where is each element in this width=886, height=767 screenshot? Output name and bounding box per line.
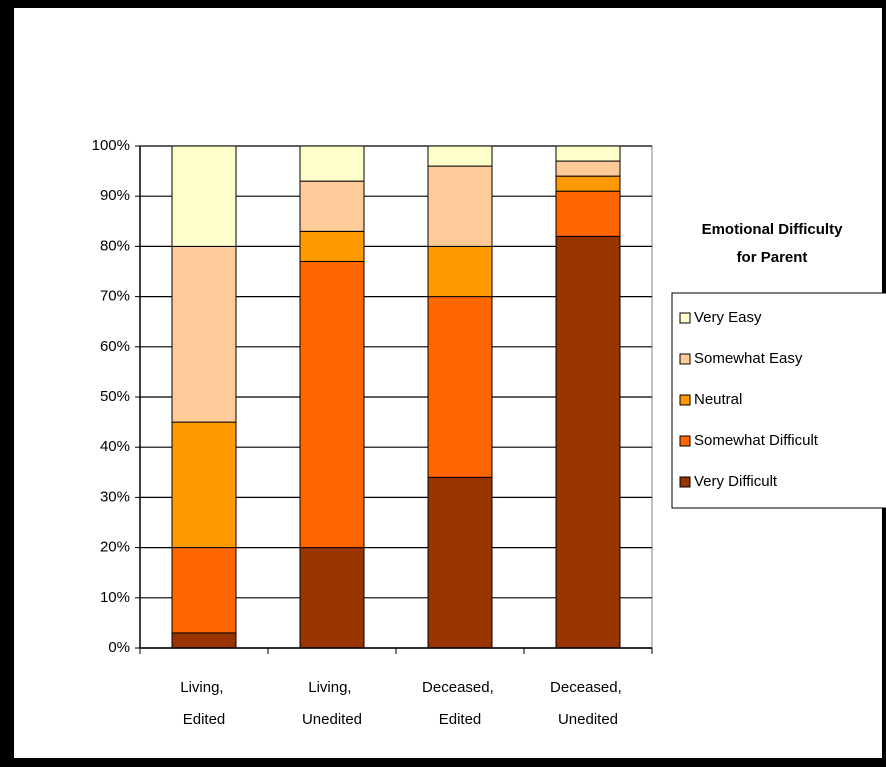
legend-swatch [679, 394, 691, 406]
x-tick-label: Living, Edited [180, 679, 228, 728]
legend-label: Very Difficult [694, 473, 778, 490]
y-tick-label: 0% [108, 639, 130, 656]
bar-segment [427, 245, 493, 298]
x-tick-label: Living, Unedited [302, 679, 362, 728]
bar-segment [299, 230, 365, 262]
y-tick-label: 70% [100, 288, 130, 305]
y-tick-label: 80% [100, 237, 130, 254]
bar-segment [427, 165, 493, 247]
y-tick-label: 60% [100, 338, 130, 355]
y-tick-label: 20% [100, 539, 130, 556]
bar-segment [299, 180, 365, 232]
x-tick-label: Deceased, Edited [422, 679, 498, 728]
legend-swatch [679, 435, 691, 447]
legend-swatch [679, 353, 691, 365]
legend-label: Somewhat Easy [694, 350, 803, 367]
y-tick-label: 90% [100, 187, 130, 204]
bar-segment [427, 476, 493, 649]
bar-segment [171, 145, 237, 247]
y-tick-label: 100% [92, 137, 130, 154]
legend-swatch [679, 476, 691, 488]
legend-box [671, 292, 886, 509]
x-tick-label: Deceased, Unedited [550, 679, 626, 728]
bar-segment [171, 632, 237, 649]
y-tick-label: 50% [100, 388, 130, 405]
legend-title: for Parent [737, 249, 808, 266]
bar-segment [427, 145, 493, 167]
bar-segment [555, 145, 621, 162]
y-tick-label: 30% [100, 488, 130, 505]
legend-title: Emotional Difficulty [702, 221, 843, 238]
bar-segment [555, 175, 621, 192]
bar-segment [171, 421, 237, 549]
bar-segment [171, 245, 237, 423]
legend-label: Very Easy [694, 309, 762, 326]
bar-segment [299, 145, 365, 182]
bar-segment [299, 260, 365, 549]
legend-label: Somewhat Difficult [694, 432, 819, 449]
bar-segment [555, 160, 621, 177]
bar-segment [427, 296, 493, 478]
legend-label: Neutral [694, 391, 742, 408]
y-tick-label: 10% [100, 589, 130, 606]
legend-swatch [679, 312, 691, 324]
bar-segment [299, 547, 365, 649]
y-tick-label: 40% [100, 438, 130, 455]
bar-segment [555, 190, 621, 237]
bar-segment [171, 547, 237, 634]
bar-segment [555, 235, 621, 649]
